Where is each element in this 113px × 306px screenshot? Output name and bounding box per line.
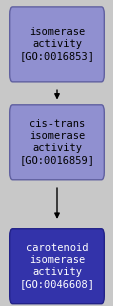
Text: carotenoid
isomerase
activity
[GO:0046608]: carotenoid isomerase activity [GO:004660…	[19, 243, 94, 289]
FancyBboxPatch shape	[10, 229, 103, 304]
FancyBboxPatch shape	[10, 7, 103, 82]
FancyBboxPatch shape	[10, 105, 103, 180]
Text: cis-trans
isomerase
activity
[GO:0016859]: cis-trans isomerase activity [GO:0016859…	[19, 119, 94, 165]
Text: isomerase
activity
[GO:0016853]: isomerase activity [GO:0016853]	[19, 27, 94, 62]
